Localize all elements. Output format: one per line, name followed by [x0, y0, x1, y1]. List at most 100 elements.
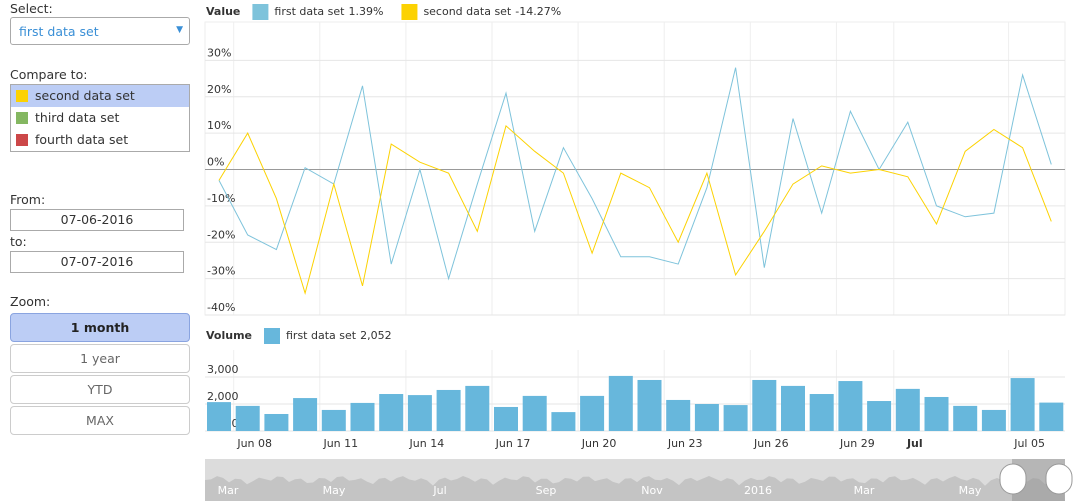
navigator-label: Jul [432, 484, 446, 497]
dataset-select[interactable]: first data set ▼ [10, 17, 190, 45]
bar [235, 405, 260, 431]
zoom-button[interactable]: YTD [10, 375, 190, 404]
y-tick-label: 20% [207, 83, 231, 96]
legend-value: -14.27% [515, 5, 561, 18]
zoom-button[interactable]: MAX [10, 406, 190, 435]
x-tick-label: Jul [906, 437, 923, 450]
zoom-button[interactable]: 1 year [10, 344, 190, 373]
from-label: From: [10, 192, 46, 207]
x-tick-label: Jun 17 [495, 437, 531, 450]
legend-swatch [264, 328, 280, 344]
bar [551, 412, 576, 431]
bar [752, 379, 777, 431]
bar [981, 409, 1006, 431]
bar [838, 381, 863, 431]
navigator-label: 2016 [744, 484, 772, 497]
y-tick-label: 3,000 [207, 363, 239, 376]
legend-title: Value [206, 5, 240, 18]
y-tick-label: 2,000 [207, 390, 239, 403]
x-tick-label: Jun 14 [409, 437, 445, 450]
select-label: Select: [10, 1, 53, 16]
bar [494, 406, 518, 431]
bar [953, 405, 978, 431]
series-line [218, 124, 1052, 296]
bar [867, 401, 892, 431]
legend-entry: second data set -14.27% [423, 5, 561, 18]
bar [207, 402, 231, 431]
bar [694, 404, 719, 431]
bar [580, 395, 605, 431]
compare-item[interactable]: fourth data set [11, 129, 189, 151]
compare-item[interactable]: third data set [11, 107, 189, 129]
legend-name: first data set [274, 5, 345, 18]
x-tick-label: Jun 26 [753, 437, 789, 450]
from-input[interactable]: 07-06-2016 [10, 209, 184, 231]
bar [1010, 378, 1035, 431]
bar [522, 395, 547, 431]
zoom-button[interactable]: 1 month [10, 313, 190, 342]
compare-swatch [16, 112, 28, 124]
select-arrow: ▼ [176, 25, 183, 35]
bar [608, 375, 633, 431]
legend-name: second data set [423, 5, 511, 18]
navigator-label: Mar [218, 484, 239, 497]
bar [723, 405, 748, 431]
bar [1039, 402, 1064, 431]
bar [321, 409, 346, 431]
x-tick-label: Jun 08 [236, 437, 272, 450]
navigator-label: Sep [536, 484, 557, 497]
plot-frame [204, 21, 1066, 316]
navigator-label: May [959, 484, 982, 497]
compare-list: second data set third data set fourth data… [10, 84, 190, 152]
y-tick-label: 0% [207, 156, 224, 169]
y-tick-label: 10% [207, 119, 231, 132]
bar [924, 396, 949, 431]
navigator-label: Nov [641, 484, 663, 497]
to-label: to: [10, 234, 27, 249]
navigator-handle[interactable] [999, 463, 1027, 495]
compare-label: Compare to: [10, 67, 88, 82]
to-input[interactable]: 07-07-2016 [10, 251, 184, 273]
bar [465, 385, 490, 431]
compare-item[interactable]: second data set [11, 85, 189, 107]
bar [781, 385, 805, 431]
y-tick-label: -40% [207, 301, 235, 314]
bar [895, 388, 920, 431]
x-tick-label: Jun 11 [322, 437, 358, 450]
navigator-handle[interactable] [1045, 463, 1073, 495]
bar [350, 402, 375, 431]
x-tick-label: Jun 20 [581, 437, 617, 450]
control-panel: Select: first data set ▼ Compare to: seco… [0, 0, 195, 501]
select-value: first data set [19, 24, 99, 39]
x-tick-label: Jun 23 [667, 437, 703, 450]
compare-swatch [16, 134, 28, 146]
bar [407, 395, 432, 431]
bar [293, 398, 318, 431]
x-tick-label: Jul 05 [1013, 437, 1045, 450]
zoom-label: Zoom: [10, 294, 51, 309]
navigator-label: Mar [854, 484, 875, 497]
compare-swatch [16, 90, 28, 102]
legend-value: 1.39% [348, 5, 383, 18]
compare-name: third data set [35, 110, 120, 125]
compare-name: fourth data set [35, 132, 129, 147]
legend-name: first data set [286, 329, 357, 342]
legend-swatch [401, 4, 418, 20]
legend-entry: first data set 1.39% [274, 5, 383, 18]
x-tick-label: Jun 29 [839, 437, 875, 450]
y-tick-label: 30% [207, 46, 231, 59]
legend-title: Volume [206, 329, 252, 342]
bar [264, 413, 289, 431]
navigator-label: May [323, 484, 346, 497]
y-tick-label: -30% [207, 265, 235, 278]
y-tick-label: -10% [207, 192, 235, 205]
legend-value: 2,052 [360, 329, 392, 342]
navigator-area [205, 476, 1065, 501]
legend-swatch [252, 4, 269, 20]
bar [436, 389, 461, 431]
bar [379, 394, 404, 431]
bar [809, 394, 834, 431]
bar [666, 399, 691, 431]
